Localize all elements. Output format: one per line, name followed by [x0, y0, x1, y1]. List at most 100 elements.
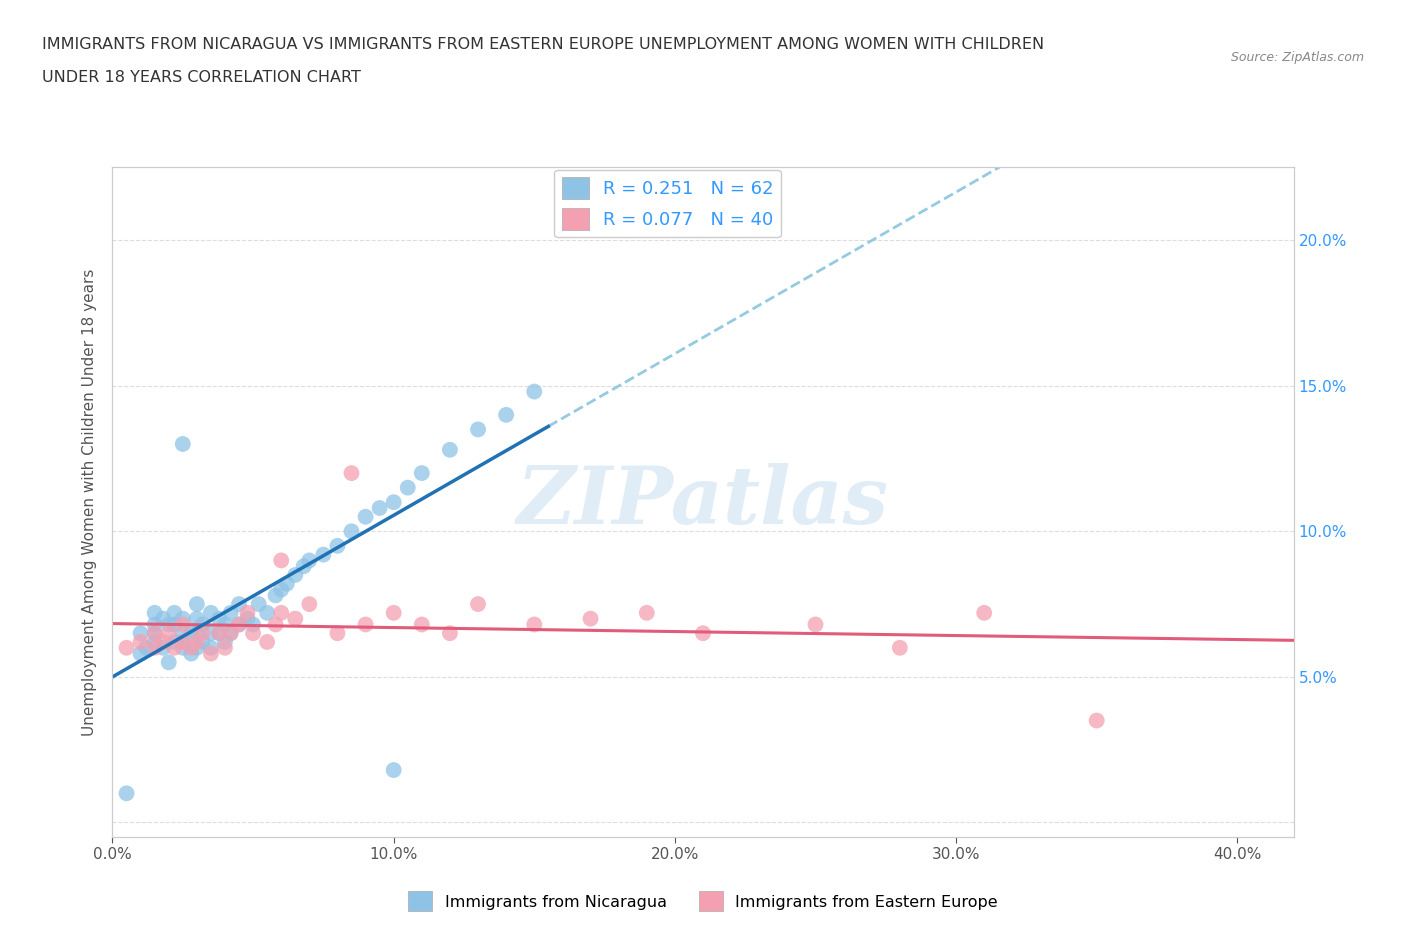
Point [228, 617, 250, 631]
Point [298, 597, 321, 612]
Point [889, 641, 911, 656]
Point [523, 617, 546, 631]
Text: Source: ZipAtlas.com: Source: ZipAtlas.com [1230, 51, 1364, 64]
Point [354, 510, 377, 525]
Point [200, 605, 222, 620]
Point [200, 626, 222, 641]
Point [172, 634, 194, 649]
Point [163, 605, 186, 620]
Point [172, 641, 194, 656]
Point [191, 617, 214, 631]
Point [579, 611, 602, 626]
Point [200, 646, 222, 661]
Point [143, 626, 166, 641]
Point [219, 605, 242, 620]
Point [411, 466, 433, 481]
Point [163, 641, 186, 656]
Point [270, 553, 292, 568]
Point [180, 646, 202, 661]
Point [208, 626, 231, 641]
Point [172, 626, 194, 641]
Point [208, 626, 231, 641]
Point [172, 436, 194, 451]
Point [439, 626, 461, 641]
Point [439, 443, 461, 458]
Point [219, 626, 242, 641]
Point [354, 617, 377, 631]
Point [143, 617, 166, 631]
Point [135, 641, 157, 656]
Point [152, 641, 174, 656]
Point [264, 617, 287, 631]
Point [129, 634, 152, 649]
Point [298, 553, 321, 568]
Point [143, 641, 166, 656]
Point [180, 641, 202, 656]
Point [228, 597, 250, 612]
Point [180, 626, 202, 641]
Point [467, 597, 489, 612]
Point [276, 577, 298, 591]
Point [143, 626, 166, 641]
Point [636, 605, 658, 620]
Point [973, 605, 995, 620]
Point [340, 524, 363, 538]
Legend: Immigrants from Nicaragua, Immigrants from Eastern Europe: Immigrants from Nicaragua, Immigrants fr… [402, 885, 1004, 917]
Point [214, 641, 236, 656]
Point [312, 547, 335, 562]
Point [264, 588, 287, 603]
Point [467, 422, 489, 437]
Point [256, 634, 278, 649]
Legend: R = 0.251   N = 62, R = 0.077   N = 40: R = 0.251 N = 62, R = 0.077 N = 40 [554, 170, 780, 237]
Point [411, 617, 433, 631]
Point [214, 617, 236, 631]
Point [191, 634, 214, 649]
Point [157, 655, 180, 670]
Point [382, 605, 405, 620]
Point [804, 617, 827, 631]
Point [115, 786, 138, 801]
Y-axis label: Unemployment Among Women with Children Under 18 years: Unemployment Among Women with Children U… [82, 269, 97, 736]
Point [382, 495, 405, 510]
Point [270, 605, 292, 620]
Point [186, 597, 208, 612]
Point [692, 626, 714, 641]
Point [284, 567, 307, 582]
Point [523, 384, 546, 399]
Point [242, 626, 264, 641]
Text: ZIPatlas: ZIPatlas [517, 463, 889, 541]
Point [186, 611, 208, 626]
Point [368, 500, 391, 515]
Point [115, 641, 138, 656]
Point [143, 605, 166, 620]
Point [191, 626, 214, 641]
Point [495, 407, 517, 422]
Point [228, 617, 250, 631]
Point [382, 763, 405, 777]
Text: UNDER 18 YEARS CORRELATION CHART: UNDER 18 YEARS CORRELATION CHART [42, 70, 361, 85]
Point [129, 646, 152, 661]
Point [172, 617, 194, 631]
Point [172, 611, 194, 626]
Point [157, 617, 180, 631]
Point [163, 634, 186, 649]
Point [219, 626, 242, 641]
Point [129, 626, 152, 641]
Point [157, 626, 180, 641]
Point [270, 582, 292, 597]
Point [172, 634, 194, 649]
Text: IMMIGRANTS FROM NICARAGUA VS IMMIGRANTS FROM EASTERN EUROPE UNEMPLOYMENT AMONG W: IMMIGRANTS FROM NICARAGUA VS IMMIGRANTS … [42, 37, 1045, 52]
Point [236, 611, 259, 626]
Point [396, 480, 419, 495]
Point [143, 634, 166, 649]
Point [186, 626, 208, 641]
Point [152, 634, 174, 649]
Point [326, 538, 349, 553]
Point [292, 559, 315, 574]
Point [214, 634, 236, 649]
Point [186, 641, 208, 656]
Point [326, 626, 349, 641]
Point [208, 611, 231, 626]
Point [186, 634, 208, 649]
Point [163, 617, 186, 631]
